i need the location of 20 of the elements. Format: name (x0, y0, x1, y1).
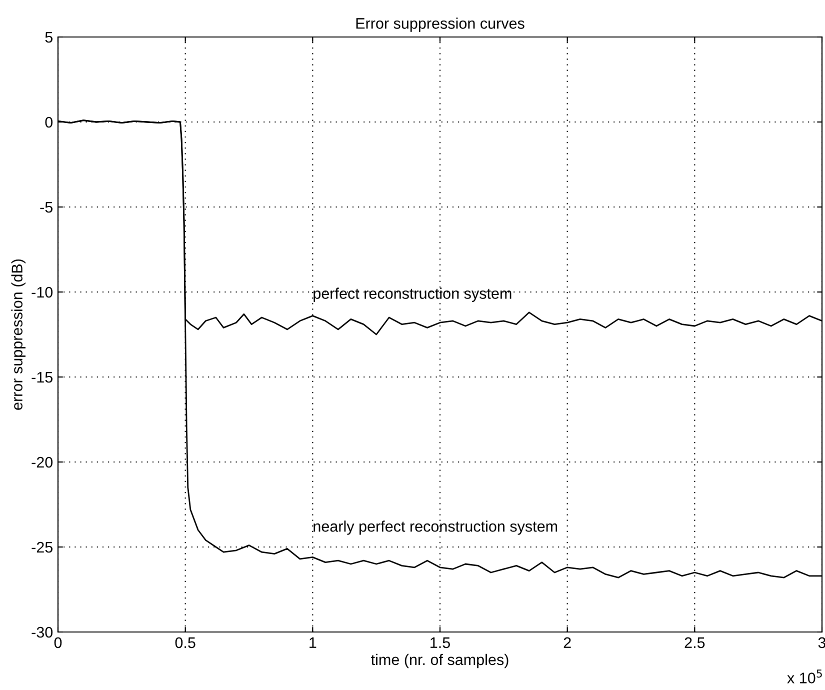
y-tick-label: 0 (45, 116, 53, 128)
y-tick-label: -5 (40, 202, 52, 213)
chart-title: Error suppression curves (356, 18, 524, 32)
y-tick-label: -10 (32, 286, 53, 298)
y-tick-label: -30 (32, 626, 53, 638)
text: x 10$^{5}$ (787, 670, 822, 684)
y-tick-label: 5 (45, 32, 52, 43)
y-tick-label: -15 (32, 372, 52, 383)
x-tick-label: 0.5 (175, 637, 196, 648)
x-axis-title: time (nr. of samples) (371, 654, 508, 668)
x-tick-label: 0 (54, 637, 62, 648)
y-tick-label: -25 (32, 542, 52, 553)
x-tick-label: 1 (310, 637, 316, 648)
annotation: nearly perfect reconstruction system (314, 520, 558, 535)
x-tick-label: 2 (564, 637, 571, 648)
y-axis-title: error suppression (dB) (11, 259, 26, 410)
x-tick-label: 1.5 (430, 637, 450, 648)
annotation: perfect reconstruction system (314, 288, 512, 302)
y-tick-label: -20 (32, 456, 53, 468)
x-tick-label: 2.5 (684, 637, 705, 648)
